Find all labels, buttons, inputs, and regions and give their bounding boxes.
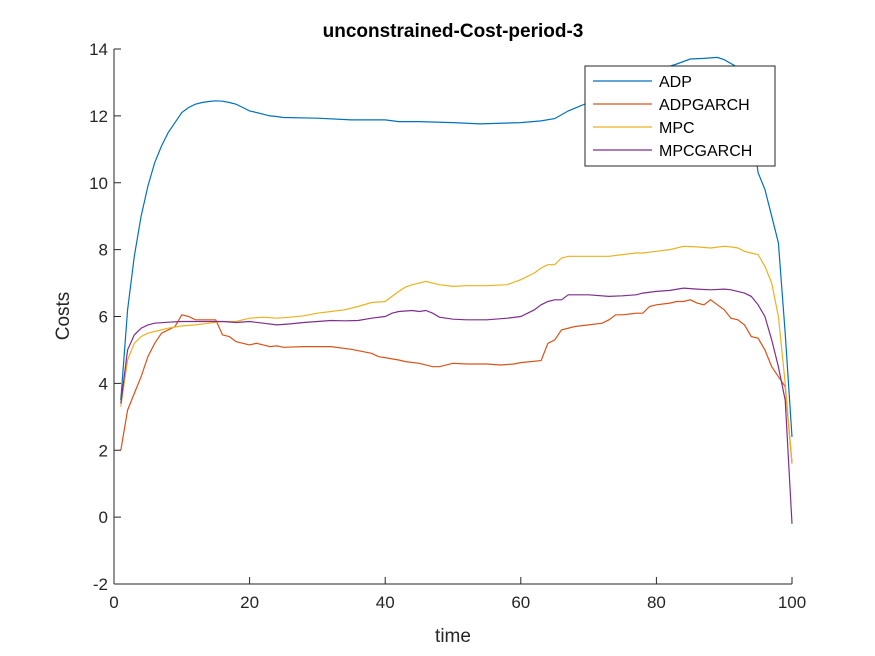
legend-label-adpgarch: ADPGARCH (659, 97, 750, 114)
y-tick-label: 0 (99, 508, 108, 527)
legend-label-mpc: MPC (659, 120, 695, 137)
y-tick-label: 6 (99, 308, 108, 327)
series-line-mpc (120, 245, 793, 464)
x-tick-label: 100 (778, 593, 806, 612)
x-tick-label: 40 (376, 593, 395, 612)
legend-box (584, 65, 776, 167)
x-tick-label: 60 (511, 593, 530, 612)
y-tick-label: 12 (89, 107, 108, 126)
series-line-adp (120, 56, 793, 437)
y-tick-label: 2 (99, 441, 108, 460)
series-layer (120, 56, 793, 524)
y-tick-label: 8 (99, 241, 108, 260)
y-tick-label: -2 (93, 575, 108, 594)
series-line-adpgarch (120, 299, 793, 464)
series-line-mpcgarch (120, 287, 793, 524)
legend-label-adp: ADP (659, 74, 692, 91)
x-tick-label: 0 (109, 593, 118, 612)
x-axis-label: time (435, 626, 471, 647)
legend-label-mpcgarch: MPCGARCH (659, 143, 752, 160)
y-tick-label: 10 (89, 174, 108, 193)
legend: ADP ADPGARCH MPC MPCGARCH (584, 65, 776, 167)
x-tick-label: 80 (647, 593, 666, 612)
y-axis-label: Costs (53, 292, 74, 341)
chart-title: unconstrained-Cost-period-3 (323, 21, 584, 42)
y-tick-label: 4 (99, 374, 108, 393)
y-tick-label: 14 (89, 40, 108, 59)
x-tick-label: 20 (240, 593, 259, 612)
